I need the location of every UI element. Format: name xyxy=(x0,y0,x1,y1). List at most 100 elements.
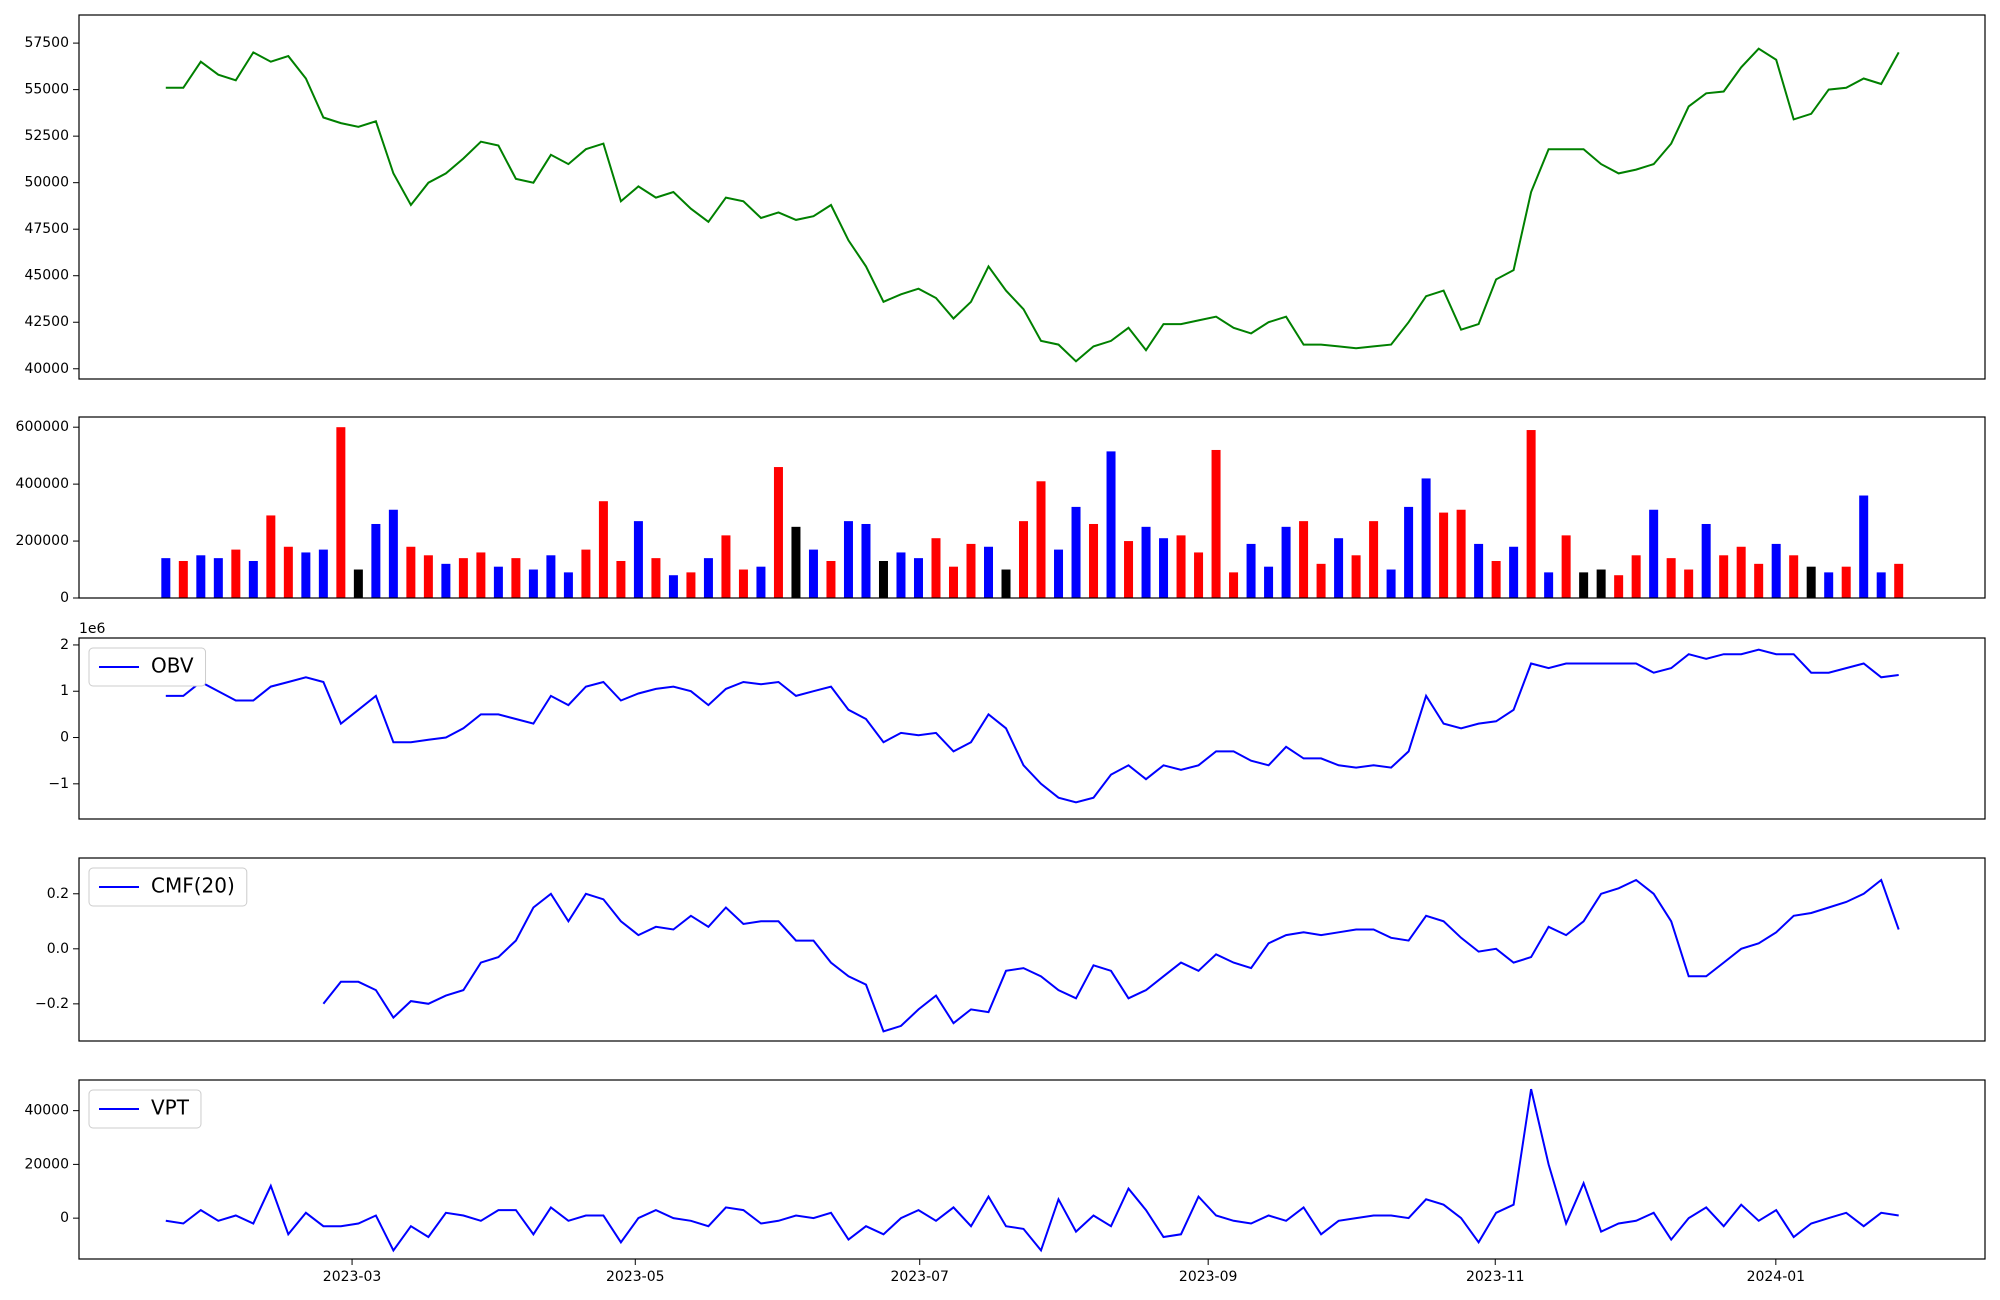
bar xyxy=(1824,572,1834,598)
bar xyxy=(458,558,468,598)
bar xyxy=(1456,509,1466,598)
y-tick-label: 1 xyxy=(60,683,69,699)
bar xyxy=(1649,509,1659,598)
y-tick-label: 40000 xyxy=(24,361,69,377)
y-tick-label: 52500 xyxy=(24,128,69,144)
bar xyxy=(1001,569,1011,598)
x-tick-label: 2023-09 xyxy=(1179,1269,1238,1285)
x-tick-label: 2024-01 xyxy=(1747,1269,1806,1285)
bar xyxy=(1036,481,1046,598)
y-tick-label: 2 xyxy=(60,637,69,653)
bar xyxy=(1841,566,1851,598)
bar xyxy=(1754,563,1764,598)
bar xyxy=(791,526,801,598)
bar xyxy=(161,558,171,598)
legend-label: OBV xyxy=(151,654,194,678)
bar xyxy=(773,467,783,598)
y-tick-label: 0 xyxy=(60,730,69,746)
bar xyxy=(1106,451,1116,598)
y-tick-label: 47500 xyxy=(24,221,69,237)
axes-frame xyxy=(78,14,1986,380)
bar xyxy=(511,558,521,598)
bar xyxy=(668,575,678,598)
bar xyxy=(213,558,223,598)
bar xyxy=(1229,572,1239,598)
bar xyxy=(1054,549,1064,598)
bar xyxy=(616,560,626,598)
bar xyxy=(563,572,573,598)
bar xyxy=(1806,566,1816,598)
bar xyxy=(423,555,433,598)
line xyxy=(165,47,1900,363)
bar xyxy=(1281,526,1291,598)
bar xyxy=(913,558,923,598)
bar xyxy=(1526,430,1536,598)
x-tick-label: 2023-05 xyxy=(606,1269,665,1285)
legend-box xyxy=(88,1089,202,1129)
bar xyxy=(1631,555,1641,598)
bar xyxy=(756,566,766,598)
bar xyxy=(1789,555,1799,598)
bar xyxy=(248,560,258,598)
bar xyxy=(581,549,591,598)
bar xyxy=(1299,521,1309,598)
bar xyxy=(721,535,731,598)
legend-label: CMF(20) xyxy=(151,874,235,898)
bar xyxy=(336,427,346,598)
bar xyxy=(1859,495,1869,598)
bar xyxy=(1439,512,1449,598)
bar xyxy=(878,560,888,598)
bar xyxy=(738,569,748,598)
axes-frame xyxy=(78,416,1986,599)
bar xyxy=(861,523,871,598)
bar xyxy=(1614,575,1624,598)
bar xyxy=(1701,523,1711,598)
bar xyxy=(843,521,853,598)
bar xyxy=(808,549,818,598)
bar xyxy=(1176,535,1186,598)
y-tick-label: 50000 xyxy=(24,175,69,191)
legend-label: VPT xyxy=(151,1096,190,1120)
axes-frame xyxy=(78,1079,1986,1260)
bar xyxy=(633,521,643,598)
bar xyxy=(1264,566,1274,598)
bar xyxy=(196,555,206,598)
bar xyxy=(1369,521,1379,598)
bar xyxy=(703,558,713,598)
bar xyxy=(388,509,398,598)
bar xyxy=(406,546,416,598)
bar xyxy=(966,543,976,598)
line xyxy=(165,648,1899,804)
y-tick-label: 600000 xyxy=(16,419,69,435)
bar xyxy=(1351,555,1361,598)
bar xyxy=(1544,572,1554,598)
bar xyxy=(1561,535,1571,598)
y-tick-label: 0 xyxy=(60,1210,69,1226)
bar xyxy=(598,501,608,598)
axes-frame xyxy=(78,637,1986,820)
bar xyxy=(353,569,363,598)
y-tick-label: 20000 xyxy=(24,1156,69,1172)
bar xyxy=(1509,546,1519,598)
x-tick-label: 2023-07 xyxy=(890,1269,949,1285)
bar xyxy=(1141,526,1151,598)
bar xyxy=(493,566,503,598)
bar xyxy=(546,555,556,598)
bar xyxy=(1316,563,1326,598)
offset-label: 1e6 xyxy=(79,621,106,637)
bar xyxy=(1246,543,1256,598)
bar xyxy=(528,569,538,598)
bar xyxy=(984,546,994,598)
bar xyxy=(441,563,451,598)
y-tick-label: −1 xyxy=(48,776,69,792)
legend-box xyxy=(88,867,248,907)
bar xyxy=(301,552,311,598)
y-tick-label: 40000 xyxy=(24,1103,69,1119)
y-tick-label: 0.2 xyxy=(47,886,69,902)
bar xyxy=(1421,478,1431,598)
bar xyxy=(1474,543,1484,598)
y-tick-label: 42500 xyxy=(24,314,69,330)
bar xyxy=(1684,569,1694,598)
